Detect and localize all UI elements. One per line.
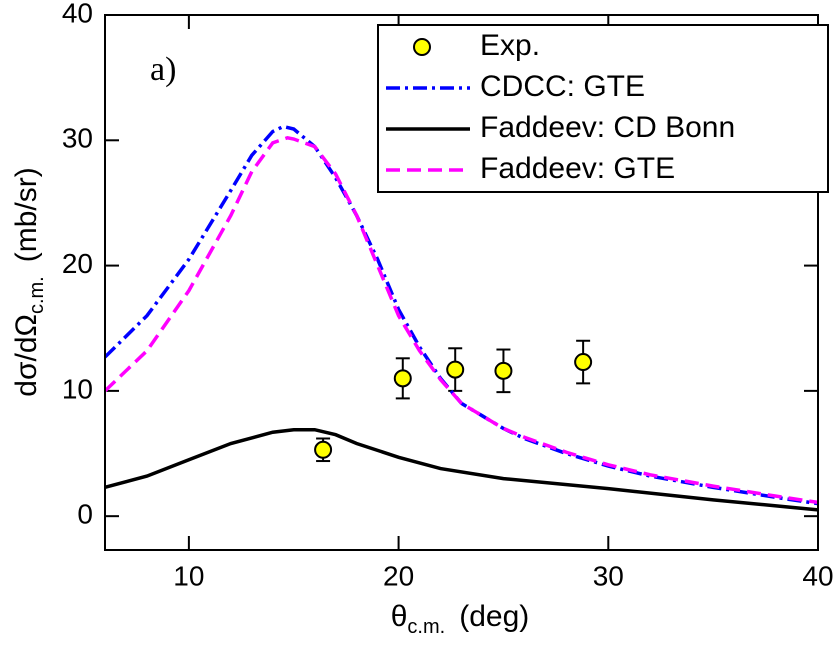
legend-marker bbox=[413, 38, 431, 56]
x-tick-label: 30 bbox=[593, 560, 624, 591]
x-tick-label: 20 bbox=[383, 560, 414, 591]
legend-label: Exp. bbox=[480, 29, 540, 62]
annotation: a) bbox=[150, 51, 176, 88]
curve bbox=[105, 135, 818, 505]
y-tick-label: 0 bbox=[77, 499, 93, 530]
legend-label: Faddeev: CD Bonn bbox=[480, 111, 735, 144]
x-tick-label: 10 bbox=[173, 560, 204, 591]
data-point bbox=[574, 353, 593, 372]
data-point bbox=[494, 361, 513, 380]
y-tick-label: 10 bbox=[62, 373, 93, 404]
data-point bbox=[446, 360, 465, 379]
y-axis-label: dσ/dΩc.m. (mb/sr) bbox=[10, 167, 48, 396]
x-tick-label: 40 bbox=[802, 560, 833, 591]
y-label-main: dσ/dΩ bbox=[10, 314, 43, 397]
legend-box bbox=[377, 24, 829, 193]
plot-frame bbox=[104, 14, 819, 551]
legend-label: Faddeev: GTE bbox=[480, 152, 675, 185]
data-point bbox=[314, 440, 333, 459]
x-label-main: θ bbox=[391, 600, 408, 633]
data-point bbox=[393, 369, 412, 388]
curve bbox=[105, 427, 818, 512]
y-tick-label: 30 bbox=[62, 123, 93, 154]
x-axis-label: θc.m. (deg) bbox=[391, 600, 530, 638]
x-label-sub: c.m. bbox=[407, 616, 445, 638]
x-label-unit: (deg) bbox=[459, 600, 529, 633]
y-label-unit: (mb/sr) bbox=[10, 167, 43, 262]
y-tick-label: 40 bbox=[62, 0, 93, 28]
legend-label: CDCC: GTE bbox=[480, 70, 645, 103]
y-tick-label: 20 bbox=[62, 248, 93, 279]
y-label-sub: c.m. bbox=[26, 276, 48, 314]
